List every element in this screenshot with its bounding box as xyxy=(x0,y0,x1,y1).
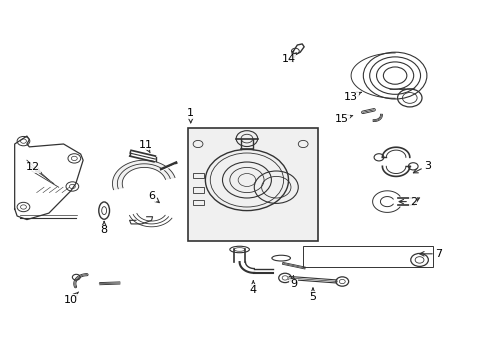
Text: 2: 2 xyxy=(398,197,416,207)
Text: 12: 12 xyxy=(26,162,41,172)
Text: 5: 5 xyxy=(309,288,316,302)
Text: 15: 15 xyxy=(335,114,352,124)
Text: 3: 3 xyxy=(412,161,430,173)
Bar xyxy=(303,246,432,267)
Text: 1: 1 xyxy=(187,108,194,123)
Bar xyxy=(188,128,317,241)
Text: 9: 9 xyxy=(289,276,296,289)
Polygon shape xyxy=(112,160,175,190)
Text: 8: 8 xyxy=(101,222,107,235)
Text: 7: 7 xyxy=(419,249,442,259)
Text: 6: 6 xyxy=(148,191,159,203)
Text: 10: 10 xyxy=(64,292,78,305)
Text: 14: 14 xyxy=(281,53,296,64)
Text: 13: 13 xyxy=(344,92,361,102)
Text: 11: 11 xyxy=(139,140,152,153)
Text: 4: 4 xyxy=(249,281,256,295)
